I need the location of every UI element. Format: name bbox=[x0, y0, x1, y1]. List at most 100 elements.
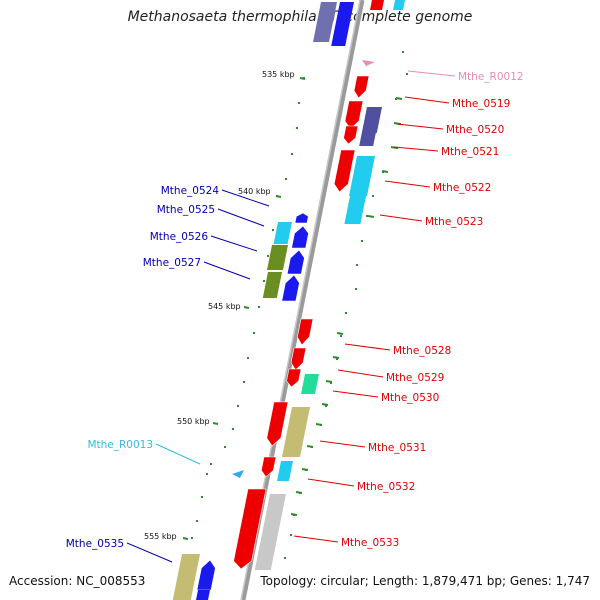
leader-Mthe_0522 bbox=[384, 180, 431, 188]
scale-dot-17 bbox=[206, 473, 208, 475]
leader-Mthe_0530 bbox=[332, 390, 379, 398]
kbp-tick-2 bbox=[243, 306, 250, 309]
scale-dot-3 bbox=[291, 153, 293, 155]
scale-dot-6 bbox=[272, 229, 274, 231]
kbp-tick-3 bbox=[212, 422, 219, 425]
scale-dot-44 bbox=[284, 557, 286, 559]
scale-dots bbox=[182, 51, 408, 562]
scale-dot-1 bbox=[298, 102, 300, 104]
gene-0527 bbox=[262, 272, 282, 298]
map-title: Methanosaeta thermophila PT, complete ge… bbox=[127, 9, 473, 25]
gene-labels: 535 kbp 540 kbp 545 kbp 550 kbp 555 kbp Mthe_… bbox=[66, 70, 524, 550]
gene-0522-b bbox=[349, 156, 375, 196]
scale-dot-13 bbox=[237, 405, 239, 407]
gene-0527-b-body bbox=[281, 274, 300, 302]
leader-Mthe_0533 bbox=[293, 535, 339, 543]
leader-Mthe_0535 bbox=[126, 542, 173, 563]
gene-0522-body bbox=[333, 149, 356, 193]
label-Mthe_0525: Mthe_0525 bbox=[157, 204, 215, 216]
gene-0525 bbox=[273, 222, 292, 244]
scale-dot-10 bbox=[253, 332, 255, 334]
scale-dot-33 bbox=[345, 312, 347, 314]
gene-features bbox=[172, 0, 405, 600]
gene-0531-body bbox=[266, 401, 289, 447]
label-Mthe_0526: Mthe_0526 bbox=[150, 231, 209, 243]
gene-0535 bbox=[172, 554, 200, 600]
gene-0524-body bbox=[294, 212, 309, 224]
label-Mthe_0530: Mthe_0530 bbox=[381, 392, 439, 404]
accession-text: Accession: NC_008553 bbox=[9, 574, 146, 588]
scale-dot-36 bbox=[330, 382, 332, 384]
gene-0533 bbox=[233, 488, 267, 570]
gene-0520-body bbox=[344, 100, 364, 130]
label-Mthe_0524: Mthe_0524 bbox=[161, 185, 220, 197]
kbp-label: 545 kbp bbox=[208, 302, 241, 311]
label-Mthe_0528: Mthe_0528 bbox=[393, 345, 451, 357]
rna-r0012-marker bbox=[362, 60, 375, 66]
gene-0533-b bbox=[254, 494, 286, 570]
scale-dot-22 bbox=[402, 51, 404, 53]
scale-dot-32 bbox=[355, 288, 357, 290]
label-Mthe_0523: Mthe_0523 bbox=[425, 216, 483, 228]
block-top-4 bbox=[393, 0, 405, 10]
gene-0519 bbox=[353, 75, 370, 99]
gene-0523 bbox=[344, 196, 366, 224]
scale-dot-35 bbox=[336, 358, 338, 360]
leader-Mthe_0532 bbox=[307, 478, 355, 487]
label-Mthe_R0012: Mthe_R0012 bbox=[458, 71, 524, 83]
dash-0 bbox=[395, 97, 403, 100]
kbp-tick-4 bbox=[182, 537, 189, 540]
dash-5 bbox=[336, 332, 344, 335]
gene-0527-b bbox=[281, 274, 300, 302]
scale-dot-9 bbox=[258, 306, 260, 308]
dash-7 bbox=[325, 380, 333, 383]
gene-0529-body bbox=[290, 347, 307, 371]
label-Mthe_0531: Mthe_0531 bbox=[368, 442, 426, 454]
label-Mthe_0522: Mthe_0522 bbox=[433, 182, 491, 194]
gene-0519-body bbox=[353, 75, 370, 99]
leader-Mthe_0519 bbox=[404, 96, 450, 104]
scale-dot-8 bbox=[263, 280, 265, 282]
label-Mthe_0532: Mthe_0532 bbox=[357, 481, 415, 493]
leader-Mthe_0524 bbox=[221, 189, 270, 207]
gene-0530-b bbox=[301, 374, 319, 394]
kbp-label: 555 kbp bbox=[144, 532, 177, 541]
gene-0531 bbox=[266, 401, 289, 447]
label-Mthe_0521: Mthe_0521 bbox=[441, 146, 499, 158]
scale-dot-18 bbox=[201, 496, 203, 498]
gene-0520-b bbox=[361, 107, 382, 133]
scale-dot-4 bbox=[285, 178, 287, 180]
dash-12 bbox=[295, 491, 303, 494]
gene-0530 bbox=[286, 368, 302, 388]
label-leaders bbox=[126, 70, 456, 563]
topology-text: Topology: circular; Length: 1,879,471 bp… bbox=[260, 574, 590, 588]
leader-Mthe_0525 bbox=[217, 208, 265, 227]
gene-0532-body bbox=[261, 456, 277, 478]
leader-Mthe_R0012 bbox=[407, 70, 456, 77]
scale-dot-15 bbox=[224, 446, 226, 448]
rna-r0013-marker bbox=[232, 470, 244, 478]
scale-dot-34 bbox=[340, 335, 342, 337]
gene-0521-b bbox=[359, 132, 376, 146]
gene-0535-b-body bbox=[196, 559, 216, 591]
gene-0525-b-body bbox=[291, 225, 309, 249]
gene-0528 bbox=[297, 318, 314, 346]
leader-Mthe_0528 bbox=[344, 343, 391, 351]
leader-Mthe_0521 bbox=[393, 146, 439, 152]
leader-Mthe_0523 bbox=[379, 214, 423, 222]
dash-13 bbox=[290, 513, 298, 516]
leader-Mthe_0520 bbox=[396, 123, 444, 130]
block-top-2 bbox=[331, 2, 354, 46]
gene-0524 bbox=[294, 212, 309, 224]
dash-11 bbox=[301, 468, 309, 471]
scale-dot-29 bbox=[366, 215, 368, 217]
gene-0535-c bbox=[196, 590, 210, 600]
scale-dot-19 bbox=[196, 520, 198, 522]
label-Mthe_0519: Mthe_0519 bbox=[452, 98, 510, 110]
gene-0531-b bbox=[282, 407, 310, 457]
scale-dot-37 bbox=[325, 405, 327, 407]
label-Mthe_R0013: Mthe_R0013 bbox=[87, 439, 153, 451]
label-Mthe_0533: Mthe_0533 bbox=[341, 537, 399, 549]
scale-dot-7 bbox=[267, 255, 269, 257]
gene-0529 bbox=[290, 347, 307, 371]
